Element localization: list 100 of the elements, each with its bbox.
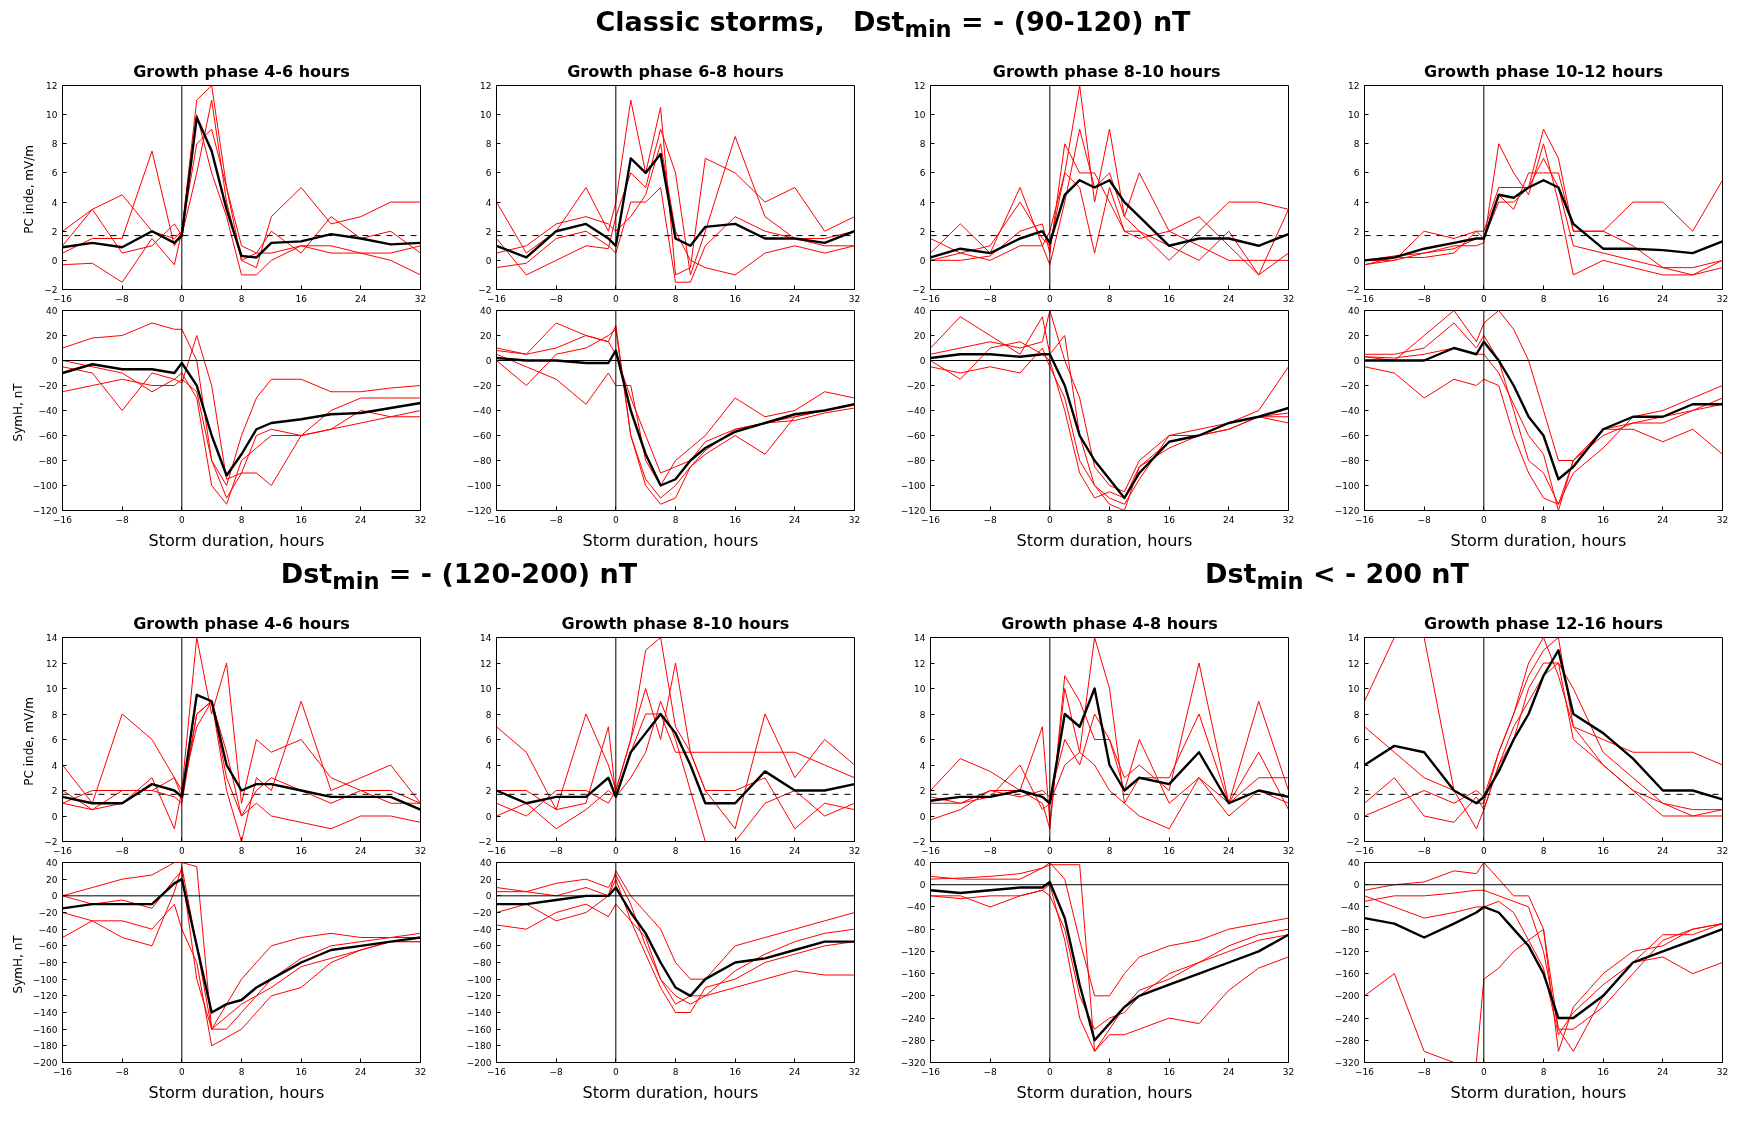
y-tick-label: 40 [914,306,926,316]
y-tick-label: 10 [914,110,926,121]
x-tick-label: 24 [789,514,801,525]
y-tick-label: 12 [1348,658,1360,669]
x-tick-label: 16 [295,845,308,856]
chart-title: Growth phase 4-6 hours [133,61,350,81]
x-tick-label: 32 [1716,845,1729,856]
x-tick-label: 0 [178,514,185,525]
x-tick-label: 32 [414,1066,427,1077]
y-tick-label: 0 [485,891,492,902]
y-tick-label: 2 [919,786,926,796]
y-tick-label: −200 [900,991,926,1002]
y-tick-label: −80 [906,924,926,935]
x-tick-label: −8 [549,514,564,525]
x-tick-label: 16 [729,514,742,525]
y-tick-label: 20 [46,874,58,885]
y-tick-label: −160 [1334,969,1360,980]
x-tick-label: 32 [848,845,861,856]
y-tick-label: −80 [1340,456,1360,466]
y-tick-label: 0 [1353,356,1360,366]
y-tick-label: 4 [51,760,58,771]
y-tick-label: 2 [485,226,492,237]
y-tick-label: −160 [32,1024,58,1035]
chart-title: Growth phase 4-8 hours [1001,613,1218,633]
x-tick-label: 0 [612,845,619,856]
x-tick-label: −8 [549,845,564,856]
x-tick-label: 8 [238,1066,245,1077]
y-tick-label: 0 [1353,811,1360,822]
y-tick-label: −240 [1334,1013,1360,1024]
x-tick-label: 8 [1540,1066,1547,1077]
y-tick-label: −100 [32,481,58,491]
y-tick-label: −100 [1334,481,1360,491]
y-tick-label: 2 [51,226,58,237]
x-tick-label: 24 [1223,845,1235,856]
x-tick-label: −8 [983,293,998,304]
x-tick-label: −16 [487,845,507,856]
y-tick-label: 8 [485,709,492,720]
y-tick-label: 12 [480,658,492,669]
y-tick-label: 12 [46,658,58,669]
y-tick-label: −120 [32,506,58,516]
x-tick-label: 16 [1597,1066,1610,1077]
x-tick-label: −8 [549,293,564,304]
chart-title: Growth phase 8-10 hours [992,61,1221,81]
x-tick-label: 16 [1163,514,1176,525]
y-tick-label: 10 [46,684,58,694]
x-axis-title: Storm duration, hours [1450,530,1627,550]
x-tick-label: 32 [1282,1066,1295,1077]
y-tick-label: −20 [1340,381,1360,391]
x-tick-label: −8 [983,1066,998,1077]
x-tick-label: 8 [672,514,679,525]
y-tick-label: 10 [1348,684,1360,694]
x-tick-label: 0 [612,293,619,304]
x-axis-title: Storm duration, hours [1016,530,1193,550]
y-tick-label: −100 [900,481,926,491]
x-tick-label: 16 [295,514,308,525]
x-tick-label: 8 [1106,845,1113,856]
y-tick-label: 8 [919,709,926,720]
x-tick-label: −8 [115,293,130,304]
x-tick-label: −16 [53,1066,73,1077]
y-tick-label: −2 [912,837,926,847]
x-tick-label: −16 [1355,293,1375,304]
x-tick-label: 0 [1046,514,1053,525]
y-tick-label: 4 [485,197,492,208]
y-tick-label: −40 [1340,902,1360,913]
text: Dst$_{min}$ = - (120-200) nT [280,557,638,597]
y-tick-label: −20 [906,381,926,391]
y-tick-label: 8 [919,139,926,150]
x-tick-label: 24 [789,293,801,304]
y-tick-label: 40 [1348,306,1360,316]
y-tick-label: 2 [1353,786,1360,796]
chart-title: Growth phase 8-10 hours [561,613,790,633]
y-tick-label: −140 [32,1008,58,1018]
y-tick-label: −20 [38,908,58,918]
y-tick-label: 2 [51,786,58,796]
x-tick-label: −16 [53,293,73,304]
x-tick-label: −8 [115,1066,130,1077]
x-tick-label: 16 [729,293,742,304]
y-tick-label: 4 [1353,760,1360,771]
y-tick-label: 6 [919,168,926,179]
y-tick-label: 40 [480,306,492,316]
y-axis-title: SymH, nT [10,382,25,442]
y-tick-label: −60 [1340,431,1360,441]
x-tick-label: −16 [1355,845,1375,856]
y-tick-label: −2 [478,837,492,847]
y-tick-label: −60 [472,941,492,952]
x-tick-label: −8 [115,514,130,525]
x-tick-label: 0 [178,1066,185,1077]
y-tick-label: 0 [485,356,492,366]
x-tick-label: 16 [1163,1066,1176,1077]
x-tick-label: 32 [848,1066,861,1077]
y-tick-label: 0 [919,811,926,822]
y-tick-label: 12 [1348,81,1360,91]
x-tick-label: 0 [1046,1066,1053,1077]
y-tick-label: −240 [900,1013,926,1024]
y-tick-label: 10 [1348,110,1360,121]
y-tick-label: 6 [1353,168,1360,179]
x-tick-label: 24 [355,293,367,304]
x-tick-label: −16 [487,1066,507,1077]
y-tick-label: −120 [1334,506,1360,516]
x-tick-label: 32 [1282,293,1295,304]
